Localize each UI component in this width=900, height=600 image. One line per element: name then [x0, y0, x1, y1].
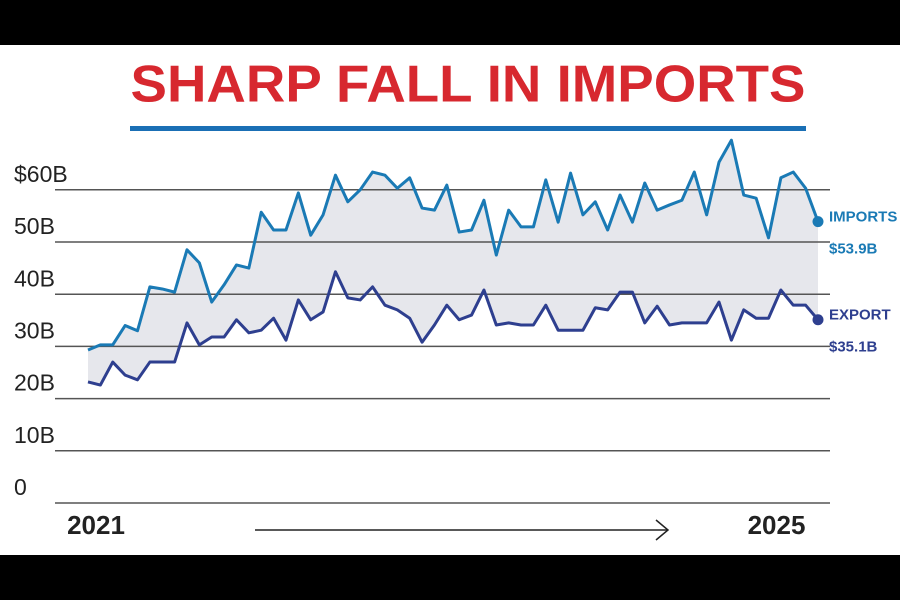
time-arrow-head: [655, 519, 670, 541]
gap-area: [88, 140, 818, 386]
y-tick-label: 10B: [14, 422, 55, 448]
end-marker: [812, 216, 824, 228]
series-label: EXPORT: [829, 307, 891, 324]
chart-title: SHARP FALL IN IMPORTS: [131, 56, 806, 114]
x-tick-label: 2025: [748, 510, 806, 540]
y-tick-label: 30B: [14, 317, 55, 343]
y-tick-label: 20B: [14, 370, 55, 396]
plot: 0 10B 20B 30B 40B 50B $60B 2021 2025 IMPORTS $53.9…: [14, 138, 897, 540]
series-line: [87, 138, 820, 352]
y-tick-label: $60B: [14, 161, 68, 187]
series-value-label: $35.1B: [829, 339, 878, 356]
y-tick-label: 50B: [14, 213, 55, 239]
series-label: IMPORTS: [829, 209, 897, 226]
series-line: [87, 270, 820, 387]
x-tick-label: 2021: [67, 510, 125, 540]
series-value-label: $53.9B: [829, 241, 878, 258]
title-underline: [130, 126, 806, 131]
y-tick-label: 0: [14, 474, 27, 500]
end-marker: [812, 314, 824, 326]
y-tick-label: 40B: [14, 265, 55, 291]
